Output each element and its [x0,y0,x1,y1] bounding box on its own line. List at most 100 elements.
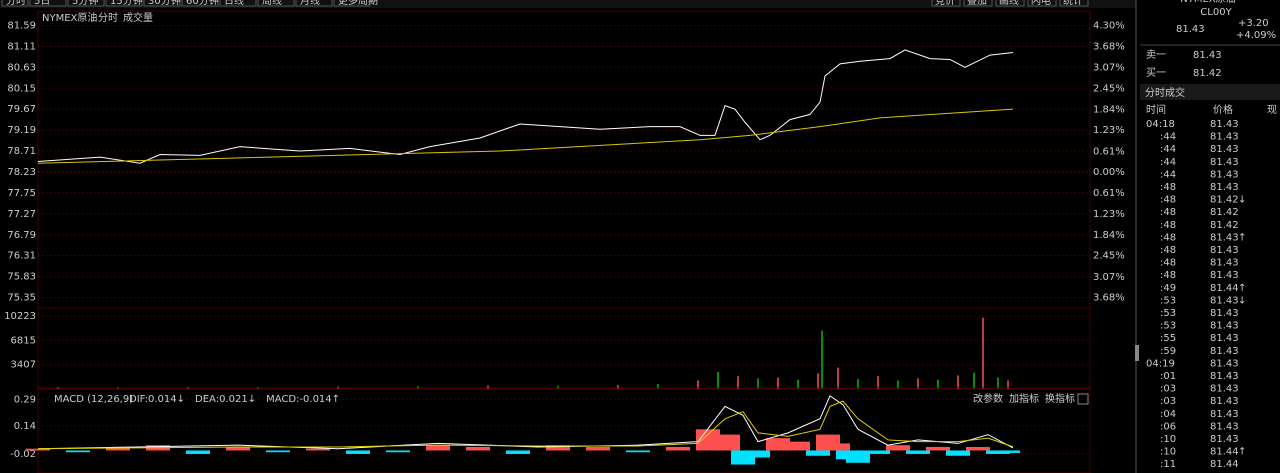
macd-bar [926,446,950,451]
trade-time: :03 [1160,396,1176,407]
tab[interactable] [1027,0,1057,7]
trade-time: :48 [1160,270,1176,281]
trade-price: 81.43 [1210,396,1239,407]
panel-frame [37,387,1091,473]
trade-price: 81.43 [1210,169,1239,180]
indicator-value: DEA:0.021↓ [195,394,256,405]
panel-frame [37,307,1091,390]
tab[interactable] [143,0,181,7]
splitter [1135,345,1139,361]
y-tick-label: 79.19 [7,125,36,136]
trade-time: :53 [1160,295,1176,306]
tab-label[interactable]: 5日 [34,0,50,7]
tab[interactable] [1059,0,1089,7]
close-button[interactable] [1077,393,1089,405]
tab-label[interactable]: 5分钟 [72,0,98,7]
trade-time: :44 [1160,169,1176,180]
tab[interactable] [219,0,257,7]
tab-label[interactable]: 更多周期 [338,0,378,7]
tab[interactable] [295,0,333,7]
column-header: 现 [1267,104,1277,116]
tab-label[interactable]: 周线 [262,0,282,7]
chart-label[interactable]: 分时 [98,12,118,24]
trade-time: :10 [1160,447,1176,458]
tab[interactable] [67,0,105,7]
macd-bar [426,445,450,451]
trade-price: 81.43 [1210,132,1239,143]
macd-bar [946,450,970,456]
trade-price: 81.43 [1210,157,1239,168]
trade-price: 81.43 [1210,346,1239,357]
instrument-code: CL00Y [1200,7,1232,18]
y-tick-label: 6815 [11,335,36,346]
macd-bar [306,448,330,451]
y-tick-label: 10223 [4,311,36,322]
trade-time: :53 [1160,321,1176,332]
tab-label[interactable]: 统计 [1063,0,1083,7]
macd-bar [886,445,910,451]
y2-tick-label: 1.84% [1093,104,1125,115]
macd-bar [386,450,410,453]
tab[interactable] [995,0,1025,7]
trade-time: 04:18 [1146,119,1175,130]
tab-label[interactable]: 分时 [6,0,26,7]
y-tick-label: 79.67 [7,104,36,115]
dif-line [37,395,1014,450]
tab-label[interactable]: 15分钟 [110,0,143,7]
tab[interactable] [963,0,993,7]
y-tick-label: 77.27 [7,209,36,220]
tab-label[interactable]: 月线 [300,0,320,7]
tab-label[interactable]: 日线 [224,0,244,7]
y2-tick-label: 0.61% [1093,146,1125,157]
macd-bar [996,450,1020,453]
trade-price: 81.43 [1210,371,1239,382]
chart-label[interactable]: 成交量 [123,11,153,24]
y2-tick-label: 3.68% [1093,42,1125,53]
y-tick-label: 80.63 [7,62,36,73]
indicator-value: DIF:0.014↓ [129,394,185,405]
macd-bar [746,450,770,458]
tab-label[interactable]: 30分钟 [148,0,181,7]
tab-label[interactable]: 竞价 [935,0,955,7]
tab[interactable] [105,0,143,7]
trade-price: 81.43 [1210,144,1239,155]
trade-time: :06 [1160,421,1176,432]
macd-bar [506,450,530,454]
y2-tick-label: 3.07% [1093,62,1125,73]
indicator-name: MACD (12,26,9) [54,394,133,405]
tab-label[interactable]: 闪电 [1031,0,1051,7]
y2-tick-label: 2.45% [1093,251,1125,262]
section-header: 分时成交 [1145,86,1185,99]
tab[interactable] [1,0,29,7]
trade-time: :11 [1160,459,1176,470]
indicator-button[interactable]: 换指标 [1045,392,1075,405]
trade-arrow: ↑ [1238,232,1246,243]
trade-price: 81.42 [1210,195,1239,206]
tab[interactable] [29,0,67,7]
trade-price: 81.43 [1210,119,1239,130]
dea-line [37,400,1014,450]
tab-label[interactable]: 叠加 [967,0,987,7]
trade-price: 81.43 [1210,308,1239,319]
trade-price: 81.42 [1210,220,1239,231]
y-tick-label: 3407 [11,360,36,371]
indicator-button[interactable]: 加指标 [1009,392,1039,405]
indicator-button[interactable]: 改参数 [973,392,1003,405]
trade-price: 81.43 [1210,258,1239,269]
tab[interactable] [257,0,295,7]
trade-time: :48 [1160,182,1176,193]
y-tick-label: 77.75 [7,188,36,199]
tab[interactable] [181,0,219,7]
tab-label[interactable]: 60分钟 [186,0,219,7]
book-label: 卖一 [1146,49,1166,61]
trade-price: 81.42 [1210,207,1239,218]
tab-label[interactable]: 画线 [999,0,1019,7]
macd-bar [826,443,850,451]
trade-time: :48 [1160,245,1176,256]
tab[interactable] [931,0,961,7]
price-line [37,49,1014,164]
tab[interactable] [333,0,371,7]
trade-arrow: ↑ [1238,283,1246,294]
y-tick-label: -0.02 [10,449,36,460]
macd-bar [106,446,130,451]
